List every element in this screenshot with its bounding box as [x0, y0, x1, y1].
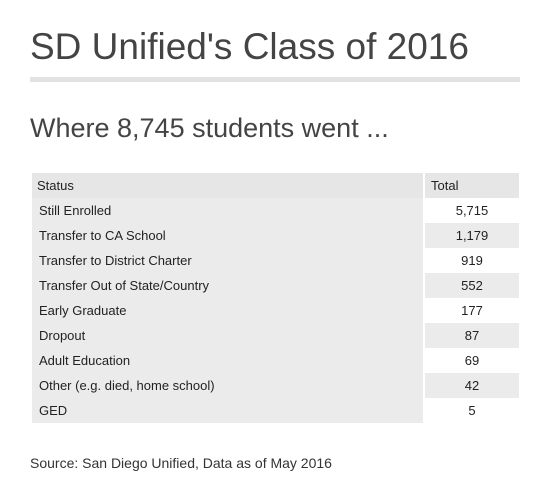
column-header-status: Status [32, 173, 425, 198]
table-row: Transfer to CA School 1,179 [32, 223, 519, 248]
title-divider [30, 77, 520, 82]
total-cell: 5 [425, 398, 519, 423]
status-cell: Transfer to District Charter [32, 248, 425, 273]
total-cell: 5,715 [425, 198, 519, 223]
total-cell: 87 [425, 323, 519, 348]
table-row: Still Enrolled 5,715 [32, 198, 519, 223]
total-cell: 69 [425, 348, 519, 373]
status-cell: Adult Education [32, 348, 425, 373]
total-cell: 552 [425, 273, 519, 298]
status-table: Status Total Still Enrolled 5,715 Transf… [32, 173, 519, 423]
status-cell: Transfer Out of State/Country [32, 273, 425, 298]
page-title: SD Unified's Class of 2016 [30, 26, 469, 67]
table-row: Other (e.g. died, home school) 42 [32, 373, 519, 398]
table-row: Adult Education 69 [32, 348, 519, 373]
subtitle: Where 8,745 students went ... [30, 113, 389, 143]
table-row: GED 5 [32, 398, 519, 423]
status-cell: Dropout [32, 323, 425, 348]
total-cell: 177 [425, 298, 519, 323]
total-cell: 1,179 [425, 223, 519, 248]
table-row: Early Graduate 177 [32, 298, 519, 323]
status-cell: Transfer to CA School [32, 223, 425, 248]
column-header-total: Total [425, 173, 519, 198]
table-header-row: Status Total [32, 173, 519, 198]
table-row: Dropout 87 [32, 323, 519, 348]
source-note: Source: San Diego Unified, Data as of Ma… [30, 455, 332, 471]
total-cell: 919 [425, 248, 519, 273]
table-row: Transfer Out of State/Country 552 [32, 273, 519, 298]
status-cell: Early Graduate [32, 298, 425, 323]
status-cell: Other (e.g. died, home school) [32, 373, 425, 398]
status-cell: GED [32, 398, 425, 423]
status-cell: Still Enrolled [32, 198, 425, 223]
table-row: Transfer to District Charter 919 [32, 248, 519, 273]
total-cell: 42 [425, 373, 519, 398]
